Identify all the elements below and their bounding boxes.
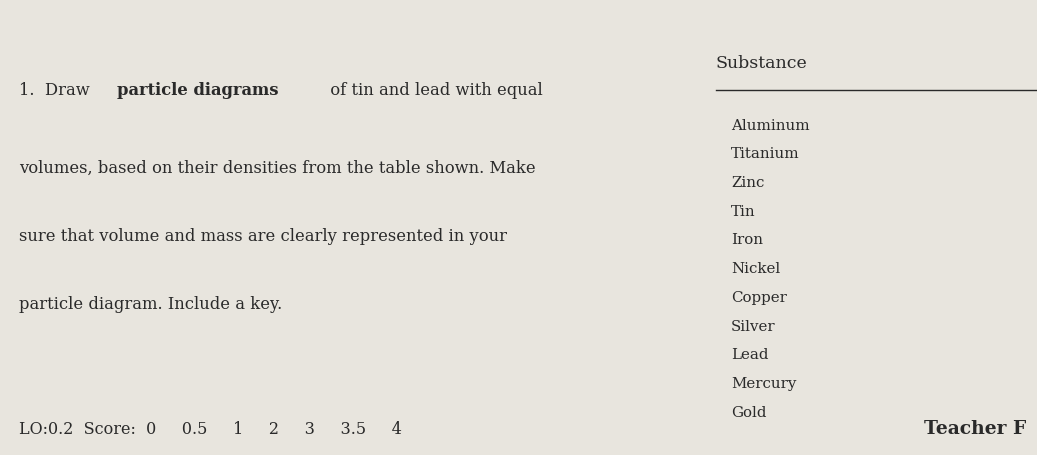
Text: Iron: Iron [731,233,763,247]
Text: Teacher F: Teacher F [924,419,1027,437]
Text: Aluminum: Aluminum [731,118,810,132]
Text: sure that volume and mass are clearly represented in your: sure that volume and mass are clearly re… [19,228,507,244]
Text: Mercury: Mercury [731,376,796,390]
Text: 1.  Draw: 1. Draw [19,82,94,99]
Text: volumes, based on their densities from the table shown. Make: volumes, based on their densities from t… [19,159,535,176]
Text: Tin: Tin [731,204,756,218]
Text: Titanium: Titanium [731,147,800,161]
Text: Zinc: Zinc [731,176,764,190]
Text: particle diagram. Include a key.: particle diagram. Include a key. [19,296,282,313]
Text: particle diagrams: particle diagrams [117,82,278,99]
Text: Substance: Substance [716,55,807,71]
Text: Copper: Copper [731,290,787,304]
Text: of tin and lead with equal: of tin and lead with equal [326,82,542,99]
Text: Nickel: Nickel [731,262,780,276]
Text: Lead: Lead [731,348,768,362]
Text: Silver: Silver [731,319,776,333]
Text: Gold: Gold [731,405,766,419]
Text: LO:0.2  Score:  0     0.5     1     2     3     3.5     4: LO:0.2 Score: 0 0.5 1 2 3 3.5 4 [19,420,401,437]
